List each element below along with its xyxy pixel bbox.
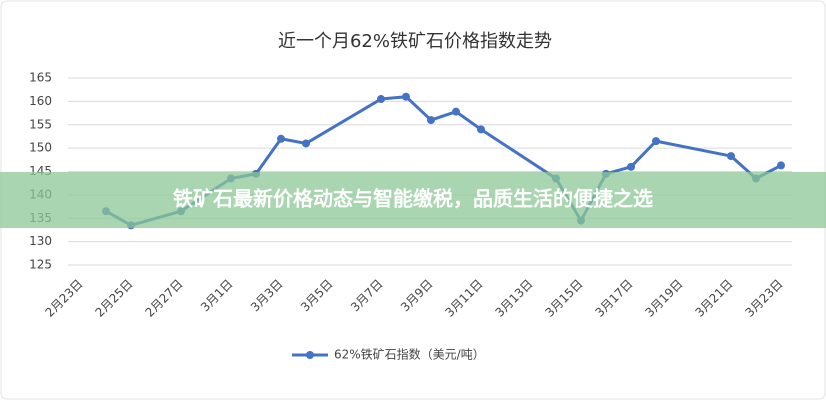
data-point bbox=[377, 95, 385, 104]
y-tick-label: 130 bbox=[29, 234, 52, 248]
y-tick-label: 160 bbox=[29, 94, 52, 108]
data-point bbox=[627, 162, 635, 171]
legend-marker bbox=[306, 351, 314, 359]
y-tick-label: 150 bbox=[29, 141, 52, 155]
y-tick-label: 125 bbox=[29, 258, 52, 272]
data-point bbox=[277, 134, 285, 143]
data-point bbox=[652, 137, 660, 146]
data-point bbox=[427, 116, 435, 125]
data-point bbox=[452, 107, 460, 116]
data-point bbox=[777, 161, 785, 170]
chart-title: 近一个月62%铁矿石价格指数走势 bbox=[278, 31, 552, 52]
y-tick-label: 165 bbox=[29, 71, 52, 85]
data-point bbox=[402, 92, 410, 101]
legend-label: 62%铁矿石指数（美元/吨） bbox=[334, 347, 485, 362]
banner-text: 铁矿石最新价格动态与智能缴税，品质生活的便捷之选 bbox=[173, 187, 653, 211]
data-point bbox=[727, 152, 735, 161]
data-point bbox=[302, 139, 310, 148]
y-tick-label: 155 bbox=[29, 117, 52, 131]
data-point bbox=[477, 125, 485, 134]
banner-band bbox=[0, 172, 826, 228]
